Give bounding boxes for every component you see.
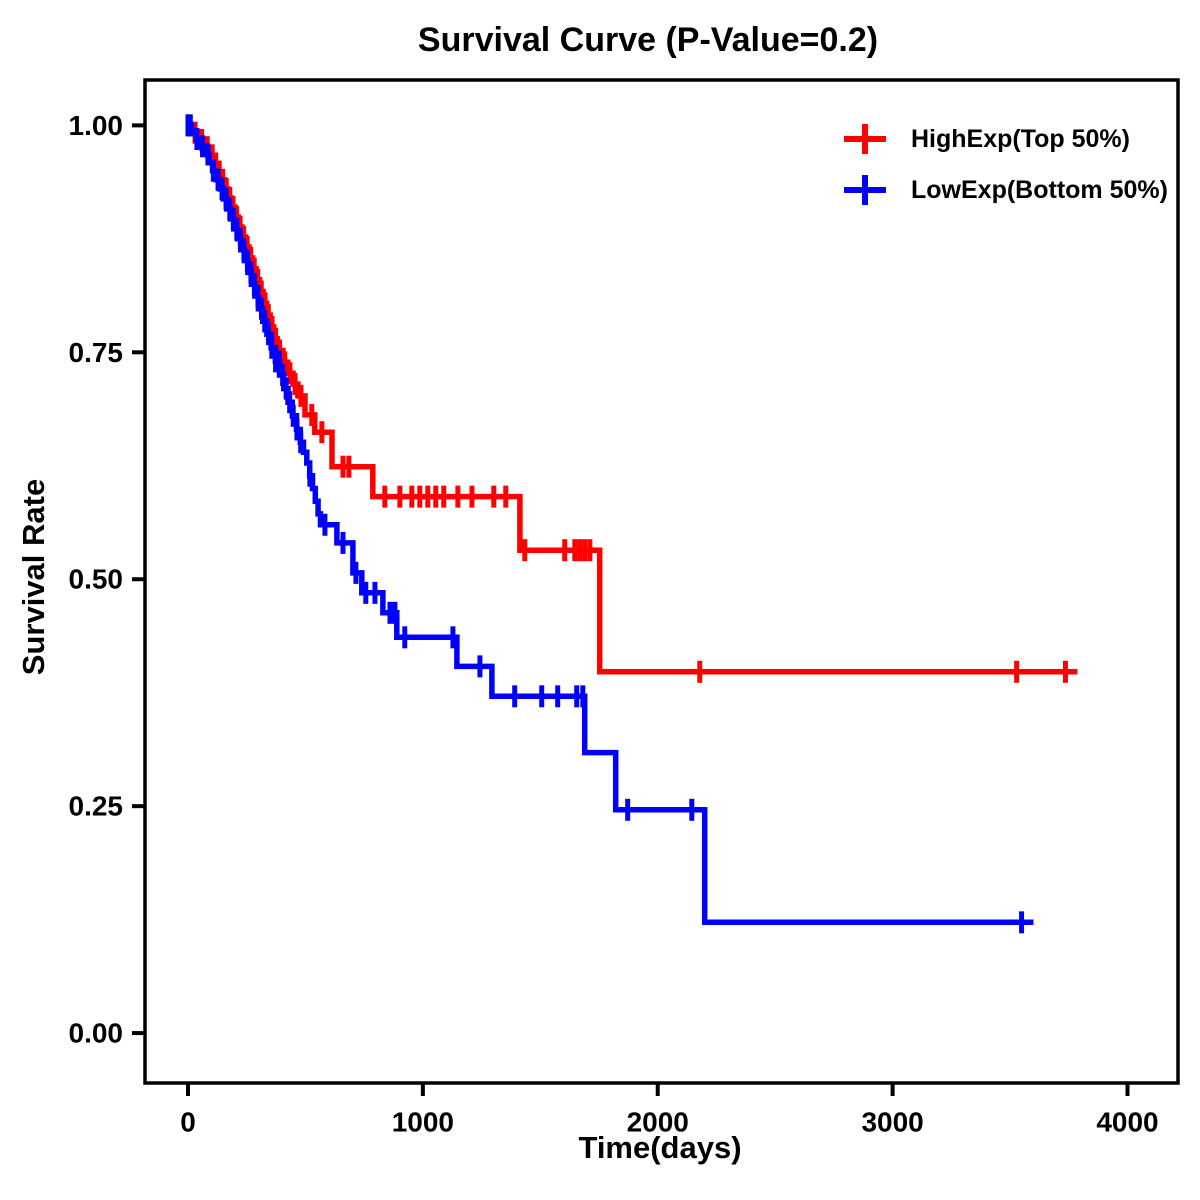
x-tick-label: 2000 bbox=[627, 1107, 689, 1138]
y-tick-label: 0.75 bbox=[69, 337, 124, 368]
x-tick-label: 1000 bbox=[392, 1107, 454, 1138]
legend: HighExp(Top 50%) LowExp(Bottom 50%) bbox=[843, 116, 1168, 218]
legend-label-lowexp: LowExp(Bottom 50%) bbox=[911, 175, 1168, 204]
y-tick-label: 0.50 bbox=[69, 564, 124, 595]
legend-entry-lowexp: LowExp(Bottom 50%) bbox=[843, 167, 1168, 213]
x-tick-label: 4000 bbox=[1096, 1107, 1158, 1138]
chart-title: Survival Curve (P-Value=0.2) bbox=[417, 21, 879, 59]
x-axis-title: Time(days) bbox=[578, 1130, 742, 1165]
x-tick-label: 3000 bbox=[861, 1107, 923, 1138]
survival-curve-lowexp bbox=[188, 122, 1034, 926]
y-tick-label: 0.00 bbox=[69, 1018, 124, 1049]
legend-entry-highexp: HighExp(Top 50%) bbox=[843, 116, 1168, 162]
y-tick-label: 1.00 bbox=[69, 110, 124, 141]
censor-plus-icon bbox=[844, 124, 886, 154]
legend-label-highexp: HighExp(Top 50%) bbox=[911, 124, 1130, 153]
y-tick-label: 0.25 bbox=[69, 791, 124, 822]
plot-frame bbox=[143, 78, 1180, 1085]
x-tick-label: 0 bbox=[180, 1107, 196, 1138]
y-axis-title: Survival Rate bbox=[16, 478, 51, 676]
censor-plus-icon bbox=[844, 175, 886, 205]
